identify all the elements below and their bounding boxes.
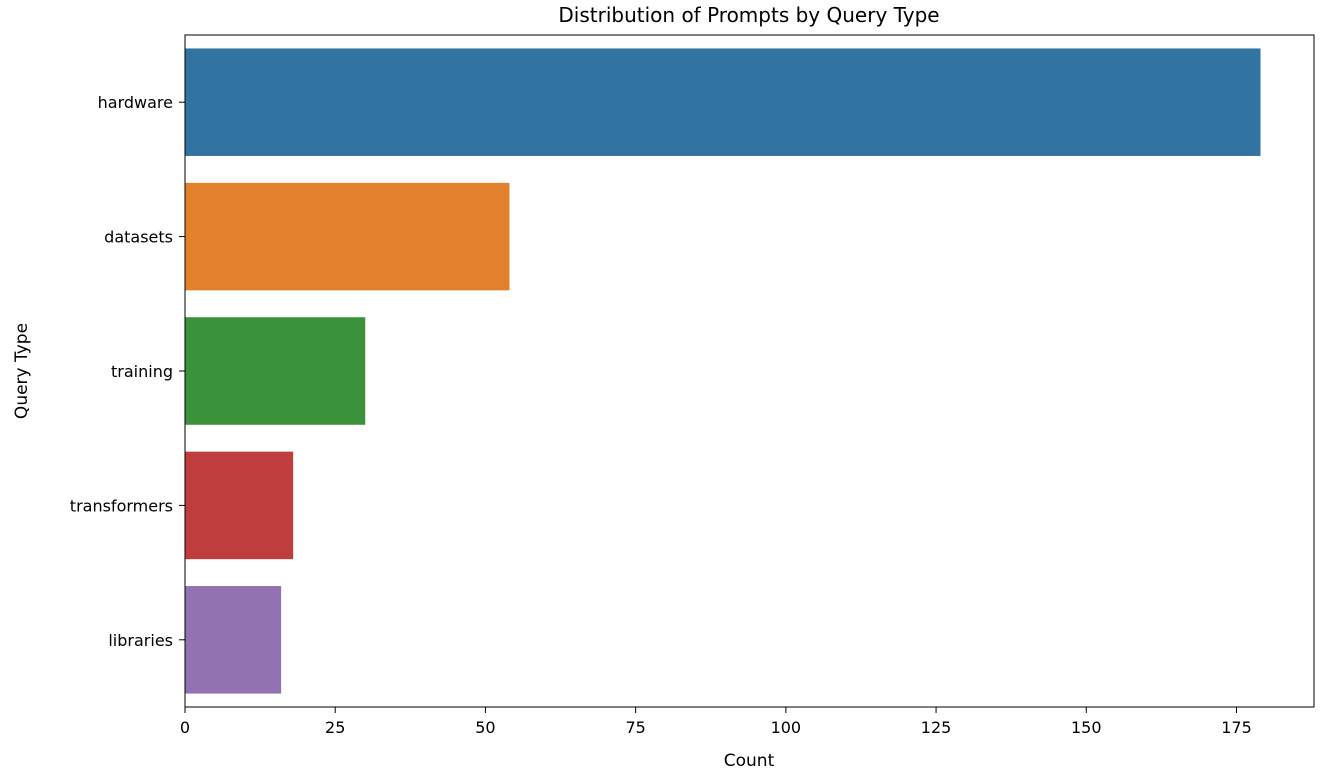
x-tick-label: 75 <box>625 718 645 737</box>
bars-group <box>185 48 1261 694</box>
x-tick-label: 150 <box>1071 718 1102 737</box>
x-axis-ticks: 0 25 50 75 100 125 150 175 <box>180 707 1252 737</box>
x-tick-label: 50 <box>475 718 495 737</box>
bar-transformers <box>185 451 294 560</box>
x-tick-label: 175 <box>1221 718 1252 737</box>
y-tick-label: training <box>111 362 173 381</box>
bar-datasets <box>185 182 510 291</box>
chart-title: Distribution of Prompts by Query Type <box>558 3 939 27</box>
y-tick-label: hardware <box>98 93 173 112</box>
y-axis-label: Query Type <box>12 323 32 419</box>
bar-libraries <box>185 586 282 694</box>
x-tick-label: 0 <box>180 718 190 737</box>
x-axis-label: Count <box>724 751 775 771</box>
bar-hardware <box>185 48 1261 156</box>
bar-training <box>185 317 366 425</box>
x-tick-label: 125 <box>921 718 952 737</box>
y-tick-label: datasets <box>104 228 173 247</box>
y-axis-ticks: hardware datasets training transformers libr… <box>70 93 185 650</box>
x-tick-label: 100 <box>771 718 802 737</box>
y-tick-label: transformers <box>70 496 173 515</box>
y-tick-label: libraries <box>108 631 173 650</box>
x-tick-label: 25 <box>325 718 345 737</box>
